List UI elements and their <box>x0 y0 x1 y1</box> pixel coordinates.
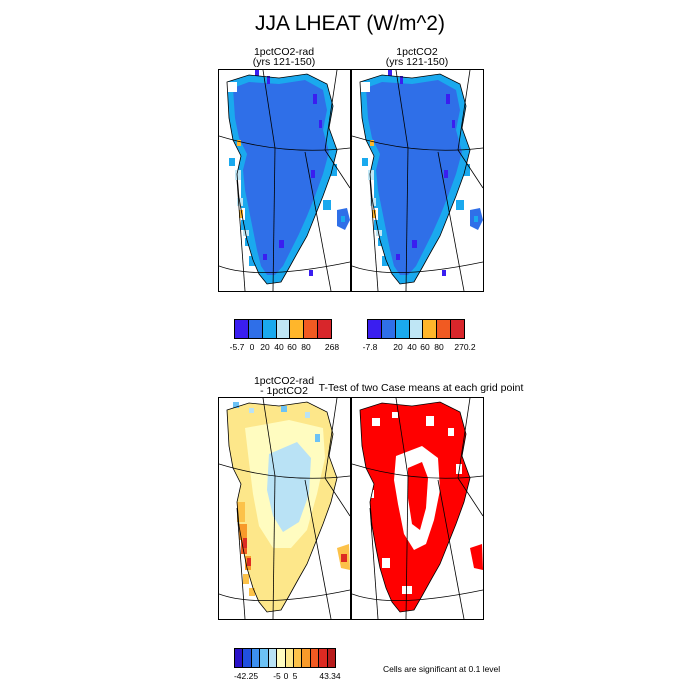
panel2-title: 1pctCO2 (yrs 121-150) <box>351 46 483 68</box>
cb2-swatch <box>381 320 396 338</box>
graticule <box>352 70 483 291</box>
cb2-swatch <box>451 320 465 338</box>
lheat-field <box>360 70 483 284</box>
cb1-swatch <box>235 320 249 338</box>
colorbar-3 <box>234 648 336 668</box>
cb3-tick-label: 5 <box>292 671 298 681</box>
panel4-svg <box>352 398 483 619</box>
panel1-title: 1pctCO2-rad (yrs 121-150) <box>218 46 350 68</box>
panel2-map <box>351 69 484 292</box>
cb1-swatch <box>262 320 277 338</box>
colorbar-1 <box>234 319 332 339</box>
panel1-svg <box>219 70 350 291</box>
cb3-swatch <box>251 649 261 667</box>
cb2-tick-label: 40 <box>407 342 417 352</box>
cb3-swatch <box>302 649 311 667</box>
graticule <box>219 70 350 291</box>
cb1-swatch <box>276 320 291 338</box>
cb3-swatch <box>327 649 336 667</box>
panel3-svg <box>219 398 350 619</box>
graticule <box>219 398 350 619</box>
panel1-title-line1: 1pctCO2-rad <box>253 46 315 58</box>
cb3-tick-label: -5 <box>273 671 281 681</box>
panel2-title-line2: (yrs 121-150) <box>385 56 449 68</box>
cb2-swatch <box>423 320 438 338</box>
graticule <box>352 398 483 619</box>
cb1-swatch <box>304 320 319 338</box>
cb1-tick-label: 268 <box>324 342 340 352</box>
cb1-tick-label: 40 <box>274 342 284 352</box>
cb2-tick-label: -7.8 <box>362 342 378 352</box>
lheat-field <box>227 70 350 284</box>
cb3-swatch <box>310 649 320 667</box>
cb3-swatch <box>319 649 328 667</box>
cb2-swatch <box>437 320 452 338</box>
cb2-swatch <box>395 320 410 338</box>
cb2-swatch <box>368 320 382 338</box>
cb3-swatch <box>260 649 269 667</box>
cb1-swatch <box>290 320 305 338</box>
cb3-tick-label: 0 <box>283 671 289 681</box>
cb3-swatch <box>293 649 303 667</box>
panel3-title-line2: - 1pctCO2 <box>260 385 308 397</box>
cb3-swatch <box>285 649 294 667</box>
cb3-swatch <box>268 649 278 667</box>
cb3-swatch <box>243 649 252 667</box>
cb2-tick-label: 60 <box>420 342 430 352</box>
cb1-tick-label: 0 <box>249 342 255 352</box>
cb2-swatch <box>409 320 424 338</box>
panel1-title-line2: (yrs 121-150) <box>252 56 316 68</box>
cb1-tick-label: -5.7 <box>229 342 245 352</box>
cb3-swatch <box>235 649 244 667</box>
panel2-svg <box>352 70 483 291</box>
cb3-tick-label: -42.25 <box>233 671 259 681</box>
panel1-map <box>218 69 351 292</box>
panel2-title-line1: 1pctCO2 <box>396 46 438 58</box>
panel4-map <box>351 397 484 620</box>
figure-title: JJA LHEAT (W/m^2) <box>255 12 445 35</box>
cb2-tick-label: 20 <box>393 342 403 352</box>
cb1-tick-label: 20 <box>260 342 270 352</box>
panel3-title-line1: 1pctCO2-rad <box>253 375 315 387</box>
panel4-title: T-Test of two Case means at each grid po… <box>318 382 524 394</box>
cb1-tick-label: 80 <box>301 342 311 352</box>
cb2-tick-label: 270.2 <box>454 342 476 352</box>
panel3-title: 1pctCO2-rad - 1pctCO2 <box>218 375 350 397</box>
cb1-swatch <box>318 320 332 338</box>
cb1-tick-label: 60 <box>287 342 297 352</box>
cb3-swatch <box>277 649 286 667</box>
cb3-tick-label: 43.34 <box>319 671 341 681</box>
significance-note: Cells are significant at 0.1 level <box>383 664 501 674</box>
panel3-map <box>218 397 351 620</box>
cb2-tick-label: 80 <box>434 342 444 352</box>
difference-field <box>219 398 350 619</box>
colorbar-2 <box>367 319 465 339</box>
cb1-swatch <box>248 320 263 338</box>
significance-field <box>360 402 483 612</box>
